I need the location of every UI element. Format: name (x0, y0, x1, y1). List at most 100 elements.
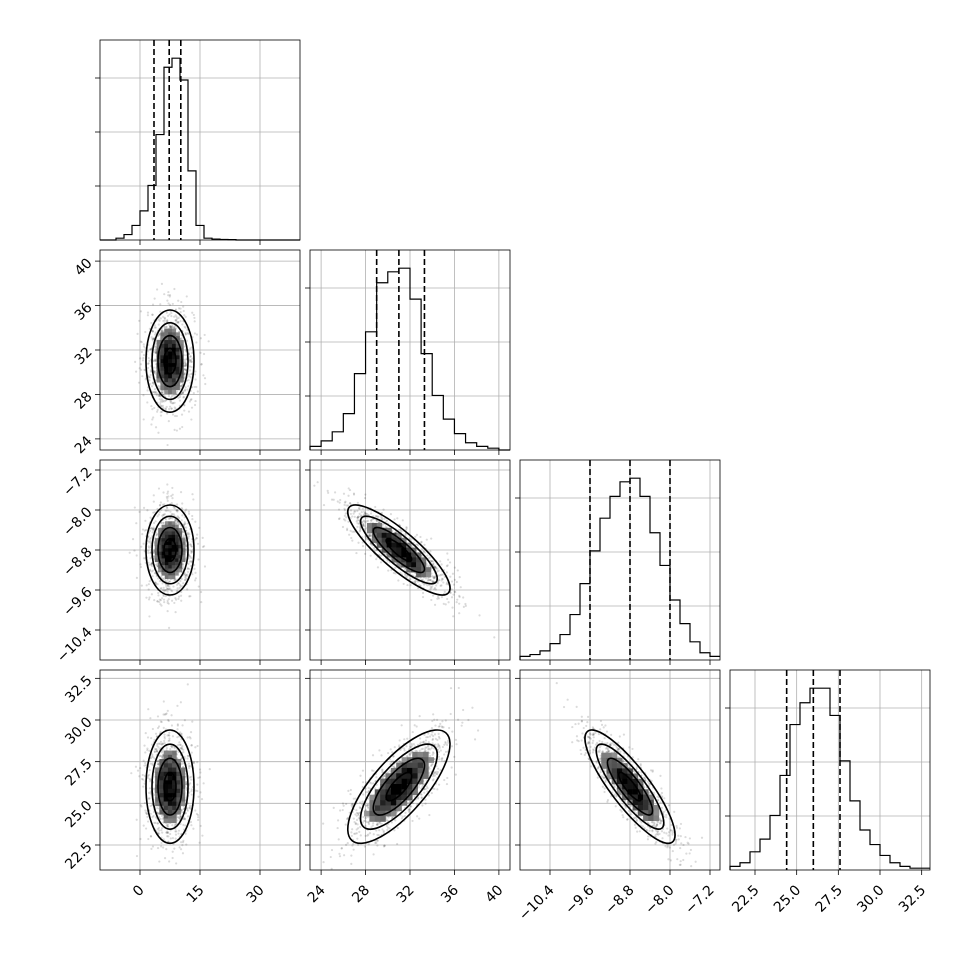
sample-point (164, 589, 168, 592)
sample-point (186, 809, 189, 812)
sample-point (442, 581, 445, 584)
sample-point (452, 593, 455, 596)
density-cell (161, 558, 166, 563)
sample-point (171, 837, 175, 840)
sample-point (361, 545, 365, 548)
sample-point (429, 587, 432, 591)
sample-point (167, 739, 170, 743)
sample-point (186, 567, 190, 570)
sample-point (165, 320, 168, 323)
sample-point (166, 483, 169, 486)
sample-point (185, 574, 188, 577)
sample-point (179, 701, 182, 704)
histogram-step (519, 477, 720, 660)
sample-point (375, 519, 379, 522)
density-cell (167, 814, 173, 819)
sample-point (189, 595, 192, 598)
sample-point (204, 382, 207, 386)
sample-point (184, 576, 187, 579)
sample-point (170, 326, 174, 329)
sample-point (147, 837, 150, 841)
sample-point (174, 318, 178, 322)
density-cell (171, 524, 176, 529)
sample-point (364, 521, 367, 524)
sample-point (184, 578, 187, 581)
density-cell (159, 759, 164, 764)
sample-point (356, 525, 359, 528)
sample-point (170, 494, 173, 498)
sample-point (188, 560, 191, 563)
sample-point (432, 560, 435, 563)
density-cell (161, 565, 166, 569)
sample-point (161, 817, 165, 820)
sample-point (180, 748, 184, 751)
sample-point (142, 557, 146, 560)
sample-point (175, 830, 178, 833)
sample-point (171, 325, 174, 328)
sample-point (170, 513, 173, 516)
sample-point (158, 510, 161, 514)
sample-point (370, 519, 373, 522)
y-tick-label: 24 (72, 433, 96, 457)
density-cell (158, 548, 162, 552)
sample-point (190, 545, 193, 548)
sample-point (199, 351, 202, 354)
sample-point (194, 746, 197, 749)
contour-line (157, 334, 183, 388)
density-cell (164, 534, 169, 539)
sample-point (190, 824, 193, 827)
density-cell (167, 754, 173, 760)
density-cell (421, 572, 427, 578)
sample-point (185, 577, 188, 580)
sample-point (171, 402, 174, 405)
density-cell (176, 784, 181, 790)
sample-point (148, 749, 151, 752)
sample-point (183, 534, 186, 537)
sample-point (152, 787, 155, 791)
sample-point (440, 596, 444, 599)
sample-point (354, 510, 357, 513)
sample-point (188, 776, 191, 779)
sample-point (152, 360, 155, 363)
sample-point (359, 527, 362, 530)
density-cell (159, 784, 164, 790)
sample-point (133, 506, 136, 509)
sample-point (179, 307, 182, 310)
sample-point (156, 507, 159, 511)
sample-point (356, 516, 359, 519)
sample-point (158, 829, 161, 832)
sample-point (430, 586, 433, 590)
sample-point (161, 756, 164, 759)
sample-point (186, 808, 189, 811)
sample-point (160, 391, 164, 394)
sample-point (155, 749, 159, 752)
sample-point (405, 528, 408, 532)
sample-point (177, 516, 180, 519)
sample-point (152, 527, 155, 531)
density-cell (180, 801, 186, 807)
density-cell (175, 363, 180, 368)
sample-point (462, 596, 465, 599)
sample-point (181, 841, 185, 844)
x-tick-label: 0 (130, 882, 148, 900)
sample-point (376, 566, 380, 569)
sample-point (184, 812, 187, 815)
density-cell (181, 551, 186, 556)
sample-point (151, 337, 155, 340)
density-cell (158, 555, 162, 559)
sample-point (142, 506, 146, 509)
density-cell (172, 754, 177, 760)
sample-point (168, 313, 171, 316)
sample-point (150, 564, 154, 568)
sample-point (379, 554, 382, 558)
sample-point (173, 601, 176, 605)
histogram-panel-2 (515, 459, 721, 665)
density-cell (175, 544, 179, 549)
y-tick-label: 28 (72, 389, 96, 413)
sample-point (188, 736, 191, 739)
sample-point (154, 346, 157, 349)
sample-point (171, 746, 174, 749)
sample-point (142, 785, 145, 788)
density-cell (168, 370, 173, 375)
sample-point (422, 550, 425, 553)
